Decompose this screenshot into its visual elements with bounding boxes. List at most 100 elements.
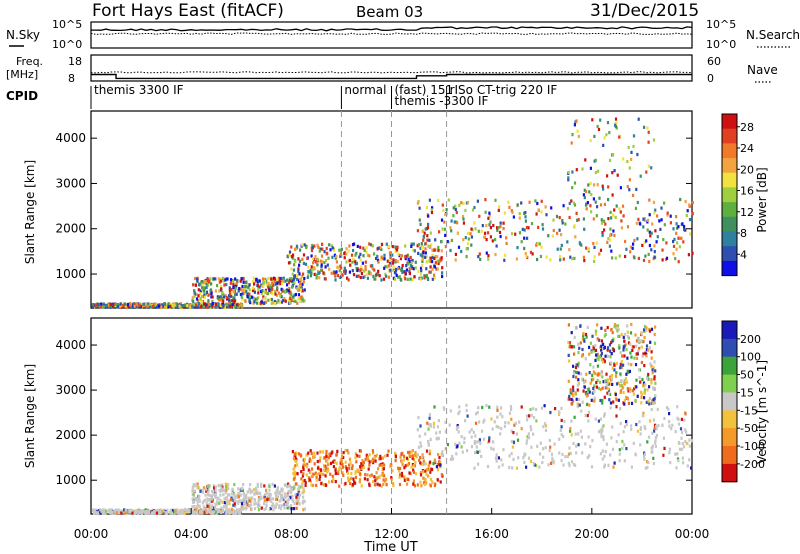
echo-cell	[285, 289, 288, 293]
echo-cell	[211, 505, 214, 509]
echo-cell	[328, 480, 331, 484]
echo-cell	[645, 344, 649, 348]
echo-cell	[570, 331, 573, 335]
echo-cell	[327, 256, 330, 260]
echo-cell	[387, 449, 390, 453]
echo-cell	[592, 377, 595, 381]
echo-cell	[242, 276, 245, 281]
echo-cell	[343, 252, 346, 256]
echo-cell	[559, 428, 562, 432]
echo-cell	[606, 354, 610, 358]
echo-cell	[630, 150, 633, 154]
echo-cell	[650, 248, 653, 252]
echo-cell	[651, 368, 654, 372]
echo-cell	[407, 450, 410, 455]
power-colorbar-label: Power [dB]	[755, 167, 769, 232]
echo-cell	[665, 256, 669, 260]
echo-cell	[635, 344, 638, 348]
echo-cell	[619, 350, 622, 355]
echo-cell	[593, 349, 596, 353]
echo-cell	[211, 299, 214, 304]
echo-cell	[612, 400, 615, 404]
echo-cell	[287, 261, 291, 265]
echo-cell	[368, 453, 371, 457]
echo-cell	[582, 255, 585, 259]
echo-cell	[612, 229, 615, 233]
echo-cell	[379, 456, 382, 461]
echo-cell	[208, 510, 211, 514]
echo-cell	[656, 235, 659, 239]
echo-cell	[287, 494, 290, 498]
echo-cell	[503, 211, 506, 215]
echo-cell	[395, 267, 398, 271]
echo-cell	[595, 385, 598, 389]
echo-cell	[336, 273, 340, 278]
echo-cell	[387, 275, 391, 279]
echo-cell	[610, 233, 613, 237]
echo-cell	[681, 430, 684, 434]
echo-cell	[630, 424, 633, 428]
echo-cell	[279, 301, 282, 305]
echo-cell	[202, 486, 205, 490]
echo-cell	[280, 494, 283, 498]
echo-cell	[255, 491, 258, 495]
power-segment-lines	[340, 111, 448, 308]
nave-tick-bottom: 0	[707, 72, 714, 85]
echo-cell	[455, 452, 458, 456]
echo-cell	[220, 506, 223, 510]
echo-cell	[342, 456, 345, 460]
echo-cell	[478, 449, 481, 453]
echo-cell	[416, 428, 419, 432]
echo-cell	[607, 463, 610, 467]
echo-cell	[396, 259, 399, 264]
echo-cell	[551, 456, 554, 460]
echo-cell	[597, 127, 601, 132]
echo-cell	[341, 465, 345, 469]
echo-cell	[279, 507, 282, 511]
echo-cell	[398, 275, 401, 279]
echo-cell	[207, 489, 210, 493]
echo-cell	[647, 372, 650, 377]
echo-cell	[604, 332, 607, 337]
echo-cell	[267, 298, 270, 302]
echo-cell	[611, 425, 614, 429]
echo-cell	[404, 255, 407, 259]
echo-cell	[210, 496, 213, 501]
echo-cell	[256, 505, 259, 509]
echo-cell	[265, 488, 268, 492]
echo-cell	[232, 285, 235, 289]
echo-cell	[602, 438, 605, 442]
echo-cell	[542, 425, 545, 429]
echo-cell	[451, 454, 454, 458]
echo-cell	[180, 510, 184, 514]
echo-cell	[601, 233, 604, 237]
echo-cell	[478, 252, 481, 256]
echo-cell	[208, 505, 211, 509]
echo-cell	[650, 166, 653, 170]
echo-cell	[381, 464, 384, 468]
echo-cell	[607, 185, 610, 189]
echo-cell	[255, 277, 258, 281]
echo-cell	[584, 413, 587, 417]
echo-cell	[394, 271, 397, 275]
echo-cell	[477, 229, 480, 233]
echo-cell	[455, 210, 458, 215]
echo-cell	[592, 399, 595, 403]
echo-cell	[507, 421, 510, 425]
echo-cell	[612, 153, 615, 157]
echo-cell	[226, 277, 229, 281]
echo-cell	[210, 295, 213, 299]
echo-cell	[464, 419, 467, 423]
echo-cell	[296, 493, 299, 497]
echo-cell	[316, 451, 319, 455]
echo-cell	[511, 210, 514, 214]
echo-cell	[314, 471, 317, 475]
echo-cell	[212, 277, 215, 281]
echo-cell	[343, 269, 346, 274]
colorbar-swatch	[722, 231, 737, 247]
echo-cell	[441, 450, 444, 454]
echo-cell	[253, 282, 256, 286]
echo-cell	[210, 292, 213, 296]
echo-cell	[473, 466, 476, 470]
echo-cell	[645, 326, 648, 330]
